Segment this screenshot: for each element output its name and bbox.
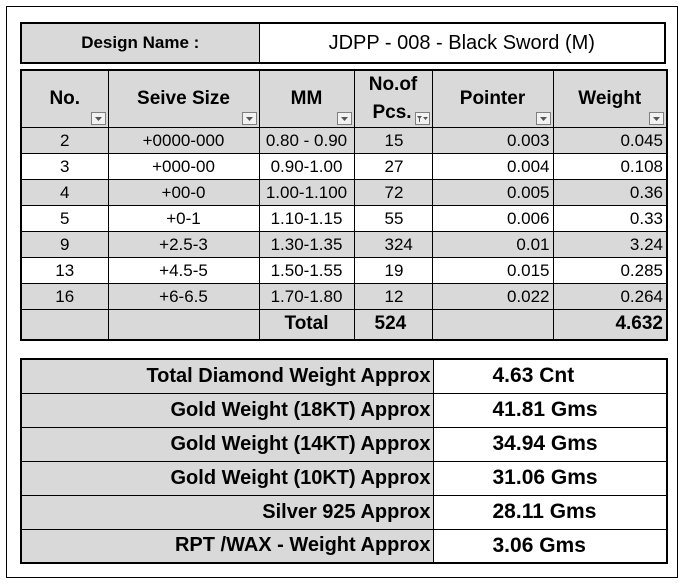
cell-pcs: 72 [353,179,433,206]
table-row: 16 +6-6.5 1.70-1.80 12 0.022 0.264 [20,283,668,310]
cell-seive: +000-00 [107,153,260,180]
col-header-no: No. [20,69,109,128]
cell-no: 3 [20,153,109,180]
cell-mm: 1.30-1.35 [258,231,355,258]
col-header-pcs: No.of Pcs. [353,69,433,128]
filter-active-pcs[interactable] [414,112,430,125]
summary-row: Gold Weight (18KT) Approx 41.81 Gms [20,392,668,428]
summary-label: Gold Weight (14KT) Approx [20,426,434,462]
total-pcs: 524 [353,309,433,340]
table-row: 5 +0-1 1.10-1.15 55 0.006 0.33 [20,205,668,232]
cell-weight: 0.045 [552,127,668,154]
cell-pcs: 12 [353,283,433,310]
col-header-mm: MM [258,69,355,128]
summary-label: Gold Weight (18KT) Approx [20,392,434,428]
total-weight: 4.632 [552,309,668,340]
cell-weight: 0.285 [552,257,668,284]
design-name-label: Design Name : [20,22,260,64]
col-header-pcs-line1: No.of [368,74,418,95]
summary-value: 41.81 Gms [432,392,668,428]
col-header-pointer-label: Pointer [459,88,526,109]
cell-mm: 1.50-1.55 [258,257,355,284]
summary-value: 3.06 Gms [432,528,668,564]
cell-weight: 0.264 [552,283,668,310]
col-header-weight-label: Weight [578,88,642,109]
cell-pointer: 0.022 [431,283,554,310]
total-cell-empty-2 [107,309,260,340]
design-name-value: JDPP - 008 - Black Sword (M) [258,22,666,64]
total-cell-empty-1 [20,309,109,340]
cell-seive: +00-0 [107,179,260,206]
filter-dropdown-weight[interactable] [649,112,664,125]
summary-label: Silver 925 Approx [20,494,434,530]
summary-row: Silver 925 Approx 28.11 Gms [20,494,668,530]
cell-pointer: 0.006 [431,205,554,232]
filter-dropdown-no[interactable] [90,112,106,125]
col-header-pointer: Pointer [431,69,554,128]
cell-no: 13 [20,257,109,284]
col-header-no-label: No. [49,88,81,109]
total-label: Total [258,309,355,340]
cell-pcs: 55 [353,205,433,232]
filter-dropdown-mm[interactable] [336,112,352,125]
table-row: 9 +2.5-3 1.30-1.35 324 0.01 3.24 [20,231,668,258]
summary-label: Gold Weight (10KT) Approx [20,460,434,496]
cell-pointer: 0.004 [431,153,554,180]
cell-mm: 0.90-1.00 [258,153,355,180]
filter-dropdown-pointer[interactable] [535,112,551,125]
cell-seive: +6-6.5 [107,283,260,310]
cell-pcs: 324 [353,231,433,258]
col-header-seive: Seive Size [107,69,260,128]
cell-mm: 1.00-1.100 [258,179,355,206]
cell-no: 4 [20,179,109,206]
cell-seive: +0-1 [107,205,260,232]
filter-dropdown-seive[interactable] [241,112,257,125]
summary-label: RPT /WAX - Weight Approx [20,528,434,564]
cell-no: 2 [20,127,109,154]
col-header-seive-label: Seive Size [137,88,230,109]
summary-row: RPT /WAX - Weight Approx 3.06 Gms [20,528,668,564]
sieve-table: No. Seive Size MM No.of Pcs. Pointer Wei… [20,69,668,341]
cell-pcs: 27 [353,153,433,180]
cell-weight: 0.33 [552,205,668,232]
table-row: 2 +0000-000 0.80 - 0.90 15 0.003 0.045 [20,127,668,154]
table-row: 13 +4.5-5 1.50-1.55 19 0.015 0.285 [20,257,668,284]
cell-pcs: 19 [353,257,433,284]
summary-label: Total Diamond Weight Approx [20,358,434,394]
table-row: 3 +000-00 0.90-1.00 27 0.004 0.108 [20,153,668,180]
cell-mm: 0.80 - 0.90 [258,127,355,154]
cell-pointer: 0.015 [431,257,554,284]
cell-no: 5 [20,205,109,232]
summary-value: 34.94 Gms [432,426,668,462]
summary-value: 28.11 Gms [432,494,668,530]
total-cell-empty-3 [431,309,554,340]
summary-table: Total Diamond Weight Approx 4.63 Cnt Gold … [20,358,668,564]
cell-no: 16 [20,283,109,310]
cell-mm: 1.10-1.15 [258,205,355,232]
cell-pointer: 0.01 [431,231,554,258]
summary-row: Gold Weight (10KT) Approx 31.06 Gms [20,460,668,496]
summary-row: Gold Weight (14KT) Approx 34.94 Gms [20,426,668,462]
cell-seive: +2.5-3 [107,231,260,258]
design-name-table: Design Name : JDPP - 008 - Black Sword (… [20,22,666,64]
cell-no: 9 [20,231,109,258]
col-header-weight: Weight [552,69,668,128]
table-row: 4 +00-0 1.00-1.100 72 0.005 0.36 [20,179,668,206]
cell-pointer: 0.003 [431,127,554,154]
cell-weight: 0.108 [552,153,668,180]
header-row: No. Seive Size MM No.of Pcs. Pointer Wei… [20,69,668,128]
total-row: Total 524 4.632 [20,309,668,340]
cell-weight: 0.36 [552,179,668,206]
cell-weight: 3.24 [552,231,668,258]
cell-mm: 1.70-1.80 [258,283,355,310]
col-header-pcs-line2: Pcs. [372,102,412,123]
cell-pointer: 0.005 [431,179,554,206]
summary-value: 4.63 Cnt [432,358,668,394]
summary-row: Total Diamond Weight Approx 4.63 Cnt [20,358,668,394]
cell-pcs: 15 [353,127,433,154]
cell-seive: +4.5-5 [107,257,260,284]
summary-value: 31.06 Gms [432,460,668,496]
col-header-mm-label: MM [290,88,323,109]
cell-seive: +0000-000 [107,127,260,154]
